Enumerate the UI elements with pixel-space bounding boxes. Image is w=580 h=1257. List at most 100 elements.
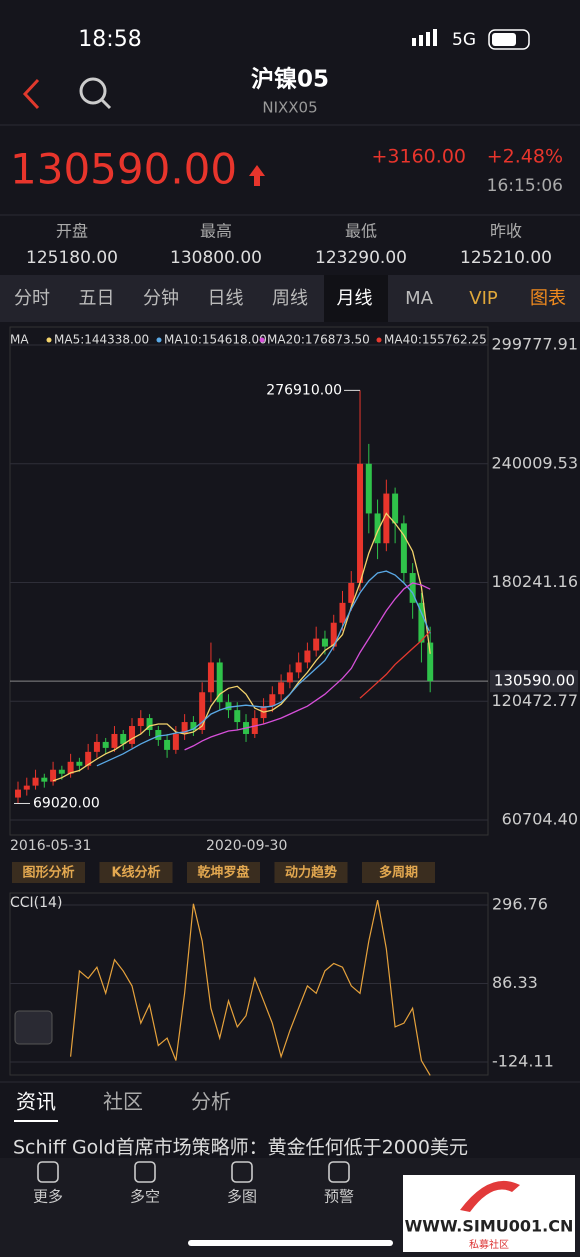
candle-body bbox=[295, 662, 302, 673]
nav-label[interactable]: 多空 bbox=[130, 1188, 160, 1206]
candle-body bbox=[409, 573, 416, 603]
date-label: 2016-05-31 bbox=[10, 838, 91, 854]
tool-label[interactable]: 多周期 bbox=[379, 865, 418, 881]
candle-body bbox=[286, 672, 293, 683]
candle-body bbox=[102, 741, 109, 748]
tool-button[interactable] bbox=[362, 862, 435, 883]
nav-label[interactable]: 多图 bbox=[227, 1188, 257, 1206]
candle-body bbox=[383, 493, 390, 544]
nav-icon[interactable] bbox=[37, 1161, 59, 1183]
annotation: 276910.00 bbox=[266, 382, 342, 398]
chart-frame bbox=[9, 326, 489, 836]
active-tab bbox=[324, 275, 388, 322]
candle-body bbox=[339, 602, 346, 623]
candle-body bbox=[278, 682, 285, 695]
candle-body bbox=[120, 733, 127, 744]
y-tick-label: 180241.16 bbox=[491, 572, 578, 591]
candle-body bbox=[321, 638, 328, 647]
tool-button[interactable] bbox=[274, 862, 348, 883]
tool-button[interactable] bbox=[12, 862, 85, 883]
price: 130590.00 bbox=[10, 145, 237, 194]
change-pct: +2.48% bbox=[487, 146, 563, 168]
tab[interactable]: 周线 bbox=[272, 288, 308, 309]
nav-icon[interactable] bbox=[134, 1161, 156, 1183]
news-tab[interactable]: 资讯 bbox=[16, 1090, 56, 1114]
tool-label[interactable]: K线分析 bbox=[111, 865, 160, 881]
tab[interactable]: VIP bbox=[469, 288, 498, 309]
y-tick-label: 86.33 bbox=[492, 973, 538, 992]
ma-line bbox=[52, 512, 431, 782]
candle-body bbox=[129, 726, 136, 744]
candle-body bbox=[172, 733, 179, 750]
legend-label: MA40:155762.25 bbox=[384, 333, 487, 347]
tab[interactable]: 日线 bbox=[208, 288, 244, 309]
stat-value: 123290.00 bbox=[315, 248, 407, 268]
legend-dot bbox=[46, 337, 52, 343]
candle-body bbox=[269, 694, 276, 707]
tab[interactable]: 分钟 bbox=[143, 288, 179, 309]
y-tick-label: -124.11 bbox=[492, 1052, 554, 1071]
change: +3160.00 bbox=[372, 146, 467, 168]
candle-body bbox=[76, 761, 83, 766]
legend-label: MA10:154618.00 bbox=[164, 333, 267, 347]
tab[interactable]: 分时 bbox=[14, 288, 50, 309]
candle-body bbox=[190, 722, 197, 731]
candle-body bbox=[155, 730, 162, 740]
nav-icon[interactable] bbox=[231, 1161, 253, 1183]
candle-body bbox=[234, 710, 241, 723]
news-tab[interactable]: 分析 bbox=[191, 1090, 231, 1114]
tool-label[interactable]: 乾坤罗盘 bbox=[197, 865, 249, 881]
up-arrow bbox=[249, 165, 265, 186]
stat-value: 125180.00 bbox=[26, 248, 118, 268]
candle-body bbox=[365, 463, 372, 514]
stat-value: 125210.00 bbox=[460, 248, 552, 268]
code: NIXX05 bbox=[262, 99, 317, 117]
headline[interactable]: Schiff Gold首席市场策略师：黄金任何低于2000美元 bbox=[13, 1137, 468, 1159]
legend-title: MA bbox=[10, 333, 29, 347]
tool-button[interactable] bbox=[99, 862, 173, 883]
candle-body bbox=[85, 751, 92, 766]
tab[interactable]: 图表 bbox=[530, 288, 566, 309]
nav-label[interactable]: 预警 bbox=[324, 1188, 354, 1206]
candle-body bbox=[164, 739, 171, 750]
candle-body bbox=[304, 650, 311, 663]
candle-body bbox=[400, 523, 407, 574]
title: 沪镍05 bbox=[251, 66, 329, 93]
toggle-button[interactable] bbox=[14, 1010, 53, 1045]
candle-body bbox=[225, 702, 232, 711]
y-tick-label: 240009.53 bbox=[491, 453, 578, 472]
home-indicator bbox=[188, 1240, 393, 1246]
tab[interactable]: MA bbox=[405, 288, 434, 309]
stat-label: 开盘 bbox=[56, 222, 88, 241]
search-button[interactable] bbox=[79, 77, 112, 110]
candle-body bbox=[137, 718, 144, 727]
tool-button[interactable] bbox=[187, 862, 260, 883]
last-price-label: 130590.00 bbox=[494, 672, 575, 690]
candle-body bbox=[199, 692, 206, 731]
news-tab[interactable]: 社区 bbox=[103, 1090, 143, 1114]
status-time: 18:58 bbox=[78, 27, 141, 52]
tab[interactable]: 五日 bbox=[79, 288, 115, 309]
candle-body bbox=[67, 761, 74, 774]
tool-label[interactable]: 动力趋势 bbox=[285, 865, 337, 881]
legend-dot bbox=[156, 337, 162, 343]
nav-icon[interactable] bbox=[328, 1161, 350, 1183]
candle-body bbox=[111, 733, 118, 748]
ma-line bbox=[96, 570, 431, 767]
candle-body bbox=[392, 493, 399, 524]
watermark-name: 私募社区 bbox=[469, 1238, 509, 1251]
tab[interactable]: 月线 bbox=[337, 288, 373, 309]
battery-level bbox=[492, 33, 516, 46]
battery bbox=[488, 29, 530, 50]
back-button[interactable] bbox=[22, 78, 40, 110]
candle-body bbox=[427, 642, 434, 682]
candle-body bbox=[418, 602, 425, 643]
tool-label[interactable]: 图形分析 bbox=[22, 865, 74, 881]
ma-line bbox=[184, 582, 431, 751]
nav-label[interactable]: 更多 bbox=[33, 1188, 63, 1206]
ma-line bbox=[359, 630, 431, 699]
date-label: 2020-09-30 bbox=[206, 838, 287, 854]
annotation: 69020.00 bbox=[33, 795, 100, 811]
candle-body bbox=[23, 785, 30, 790]
